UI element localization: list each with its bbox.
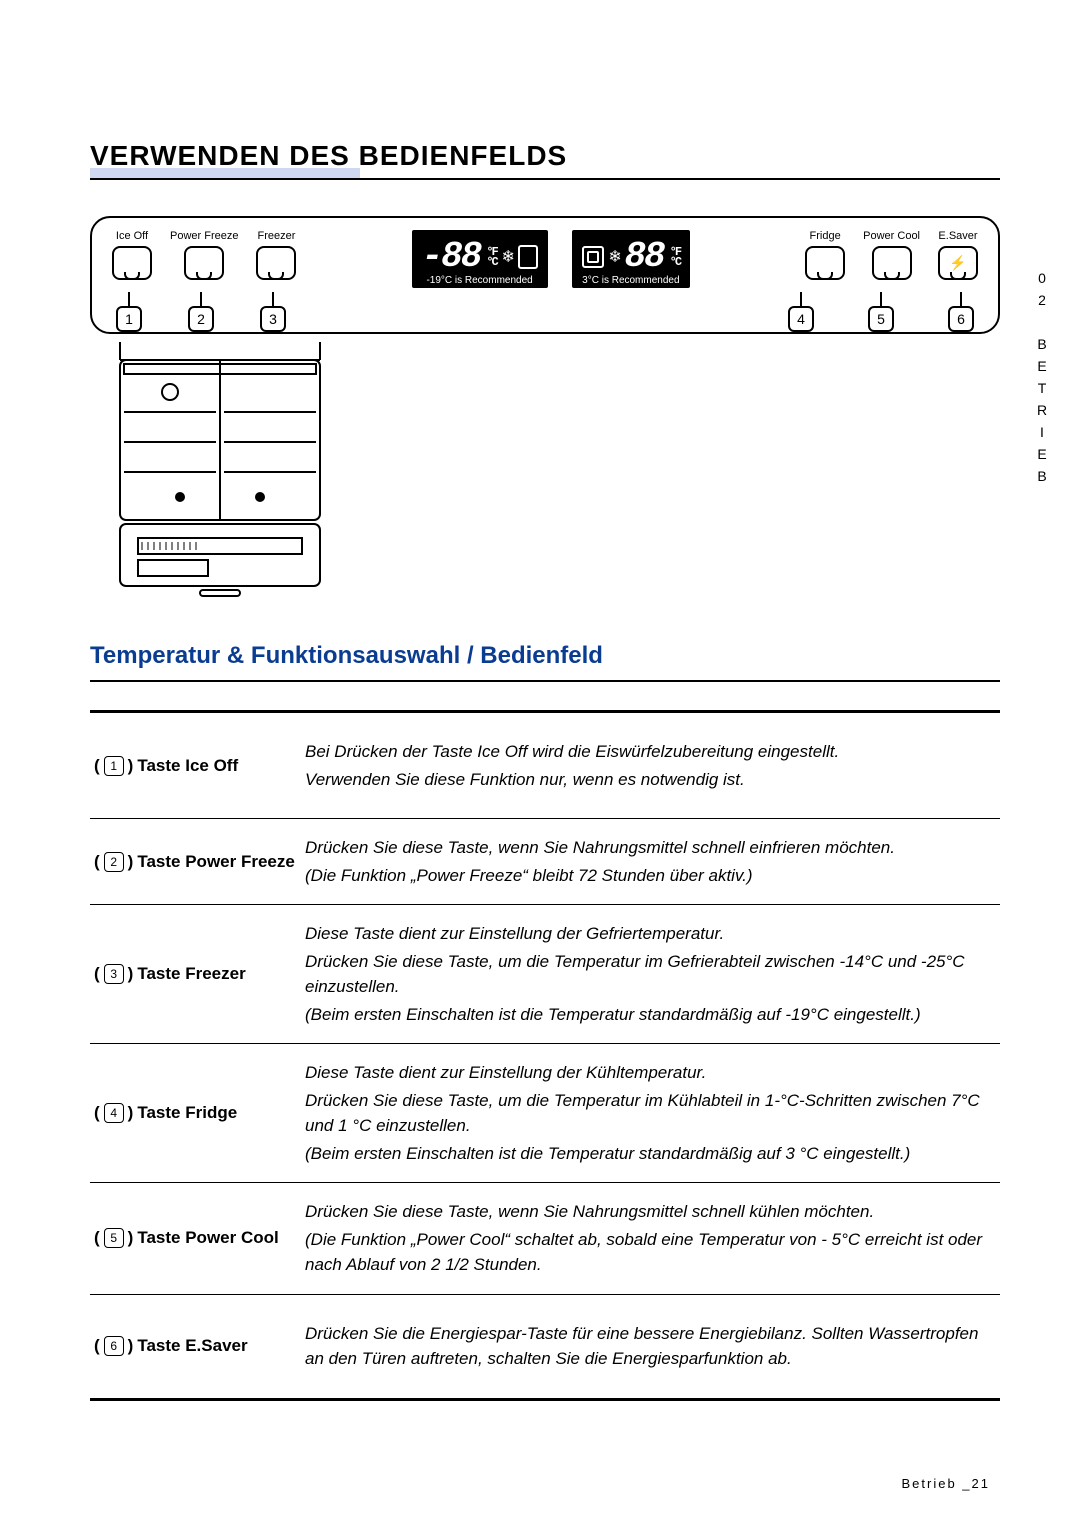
freezer-note: -19°C is Recommended [422, 275, 538, 286]
func-desc: Drücken Sie diese Taste, wenn Sie Nahrun… [305, 1197, 1000, 1280]
side-section-label: 02 BETRIEB [1034, 270, 1050, 490]
page-footer: Betrieb _21 [902, 1476, 991, 1491]
desc-line: Drücken Sie diese Taste, wenn Sie Nahrun… [305, 1199, 1000, 1225]
fridge-note: 3°C is Recommended [582, 275, 680, 286]
freezer-display: -88 °F°C ❄ -19°C is Recommended [412, 230, 548, 288]
display-group: -88 °F°C ❄ -19°C is Recommended ❄ 88 °F°… [412, 230, 691, 288]
func-desc: Diese Taste dient zur Einstellung der Ge… [305, 919, 1000, 1029]
button-label: Ice Off [112, 230, 152, 242]
desc-line: (Die Funktion „Power Cool“ schaltet ab, … [305, 1227, 1000, 1278]
snowflake-icon: ❄ [503, 246, 512, 268]
unit-c: °C [670, 255, 680, 269]
table-row: (5) Taste Power Cool Drücken Sie diese T… [90, 1183, 1000, 1295]
table-row: (3) Taste Freezer Diese Taste dient zur … [90, 905, 1000, 1044]
func-key-fridge: (4) Taste Fridge [90, 1058, 305, 1168]
button-label: E.Saver [938, 230, 978, 242]
func-desc: Drücken Sie diese Taste, wenn Sie Nahrun… [305, 833, 1000, 890]
keycap-icon [184, 246, 224, 280]
badge-icon: 4 [104, 1103, 124, 1123]
freezer-value: -88 [422, 236, 481, 277]
func-name: Taste Power Cool [137, 1228, 278, 1248]
keycap-icon [872, 246, 912, 280]
table-row: (1) Taste Ice Off Bei Drücken der Taste … [90, 710, 1000, 819]
button-label: Fridge [805, 230, 845, 242]
right-button-group: Fridge Power Cool E.Saver ⚡ [805, 230, 978, 280]
func-name: Taste Fridge [137, 1103, 237, 1123]
esaver-button: E.Saver ⚡ [938, 230, 978, 280]
freezer-button: Freezer [256, 230, 296, 280]
fridge-display: ❄ 88 °F°C 3°C is Recommended [572, 230, 690, 288]
desc-line: Diese Taste dient zur Einstellung der Ge… [305, 921, 1000, 947]
control-panel-illustration: Ice Off Power Freeze Freezer -88 °F° [90, 216, 1000, 334]
fridge-button: Fridge [805, 230, 845, 280]
func-key-freezer: (3) Taste Freezer [90, 919, 305, 1029]
keycap-icon: ⚡ [938, 246, 978, 280]
callout-5: 5 [868, 306, 894, 332]
callout-row: 1 2 3 4 5 6 [112, 306, 978, 332]
power-freeze-button: Power Freeze [170, 230, 238, 280]
cup-icon [518, 245, 538, 269]
func-desc: Drücken Sie die Energiespar-Taste für ei… [305, 1319, 1000, 1374]
badge-icon: 6 [104, 1336, 124, 1356]
desc-line: (Die Funktion „Power Freeze“ bleibt 72 S… [305, 863, 1000, 889]
button-label: Power Cool [863, 230, 920, 242]
desc-line: Drücken Sie die Energiespar-Taste für ei… [305, 1321, 1000, 1372]
keycap-icon [256, 246, 296, 280]
page-title: VERWENDEN DES BEDIENFELDS [90, 140, 1000, 180]
badge-icon: 5 [104, 1228, 124, 1248]
snowflake-icon: ❄ [610, 246, 619, 268]
callout-1: 1 [116, 306, 142, 332]
func-desc: Bei Drücken der Taste Ice Off wird die E… [305, 737, 1000, 794]
func-key-power-freeze: (2) Taste Power Freeze [90, 833, 305, 890]
func-name: Taste Power Freeze [137, 852, 294, 872]
func-name: Taste Ice Off [137, 756, 238, 776]
table-row: (6) Taste E.Saver Drücken Sie die Energi… [90, 1295, 1000, 1401]
func-key-ice-off: (1) Taste Ice Off [90, 737, 305, 794]
func-key-power-cool: (5) Taste Power Cool [90, 1197, 305, 1280]
desc-line: (Beim ersten Einschalten ist die Tempera… [305, 1002, 1000, 1028]
fridge-value: 88 [624, 236, 663, 277]
desc-line: Drücken Sie diese Taste, wenn Sie Nahrun… [305, 835, 1000, 861]
desc-line: Bei Drücken der Taste Ice Off wird die E… [305, 739, 1000, 765]
desc-line: Verwenden Sie diese Funktion nur, wenn e… [305, 767, 1000, 793]
badge-icon: 3 [104, 964, 124, 984]
callout-6: 6 [948, 306, 974, 332]
badge-icon: 2 [104, 852, 124, 872]
badge-icon: 1 [104, 756, 124, 776]
subheading: Temperatur & Funktionsauswahl / Bedienfe… [90, 642, 1000, 682]
func-name: Taste E.Saver [137, 1336, 247, 1356]
func-key-esaver: (6) Taste E.Saver [90, 1319, 305, 1374]
desc-line: Drücken Sie diese Taste, um die Temperat… [305, 949, 1000, 1000]
desc-line: Drücken Sie diese Taste, um die Temperat… [305, 1088, 1000, 1139]
window-icon [582, 246, 604, 268]
power-cool-button: Power Cool [863, 230, 920, 280]
func-name: Taste Freezer [137, 964, 245, 984]
fridge-illustration [110, 342, 340, 602]
keycap-icon [805, 246, 845, 280]
desc-line: Diese Taste dient zur Einstellung der Kü… [305, 1060, 1000, 1086]
page-title-text: VERWENDEN DES BEDIENFELDS [90, 140, 567, 171]
button-label: Freezer [256, 230, 296, 242]
desc-line: (Beim ersten Einschalten ist die Tempera… [305, 1141, 1000, 1167]
table-row: (4) Taste Fridge Diese Taste dient zur E… [90, 1044, 1000, 1183]
table-row: (2) Taste Power Freeze Drücken Sie diese… [90, 819, 1000, 905]
ice-off-button: Ice Off [112, 230, 152, 280]
keycap-icon [112, 246, 152, 280]
func-desc: Diese Taste dient zur Einstellung der Kü… [305, 1058, 1000, 1168]
callout-2: 2 [188, 306, 214, 332]
function-table: (1) Taste Ice Off Bei Drücken der Taste … [90, 710, 1000, 1401]
callout-4: 4 [788, 306, 814, 332]
callout-3: 3 [260, 306, 286, 332]
unit-c: °C [486, 255, 496, 269]
button-label: Power Freeze [170, 230, 238, 242]
left-button-group: Ice Off Power Freeze Freezer [112, 230, 296, 280]
